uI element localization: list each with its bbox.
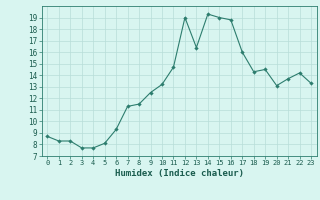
X-axis label: Humidex (Indice chaleur): Humidex (Indice chaleur) <box>115 169 244 178</box>
